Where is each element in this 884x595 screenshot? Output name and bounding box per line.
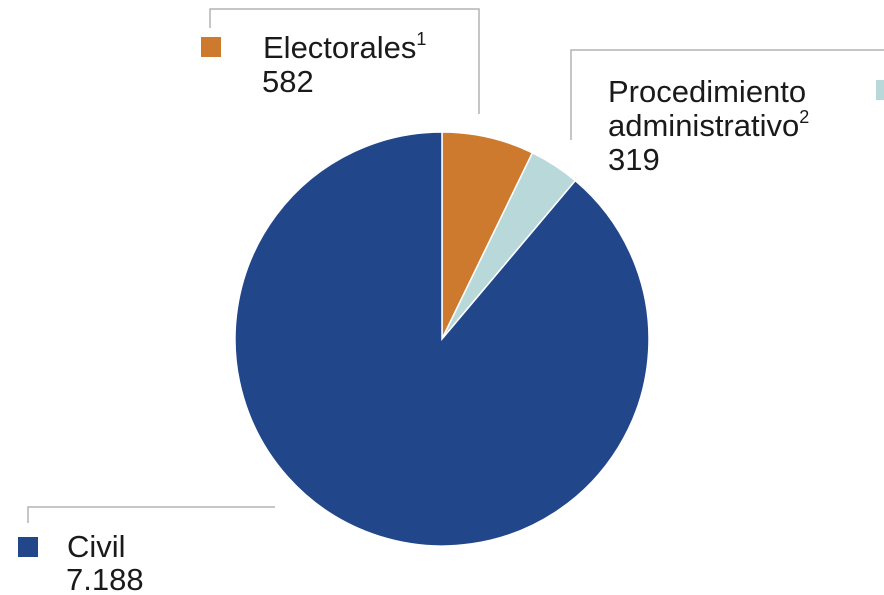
slice-label-civil: Civil (67, 529, 126, 564)
leader-line-civil (27, 506, 275, 523)
legend-swatch-civil (18, 537, 38, 557)
slice-label-procedimiento-line2: administrativo2 (608, 107, 809, 143)
leader-line-procedimiento (570, 49, 884, 140)
slice-value-procedimiento: 319 (608, 142, 660, 177)
slice-value-electorales: 582 (262, 64, 314, 99)
leader-line-electorales (209, 8, 480, 114)
pie-slices (234, 131, 650, 547)
pie-slice-civil (234, 131, 650, 547)
legend-swatch-procedimiento (876, 80, 884, 100)
slice-label-electorales: Electorales1 (263, 29, 426, 65)
slice-value-civil: 7.188 (66, 562, 144, 595)
legend-swatch-electorales (201, 37, 221, 57)
slice-label-procedimiento-line1: Procedimiento (608, 74, 806, 109)
